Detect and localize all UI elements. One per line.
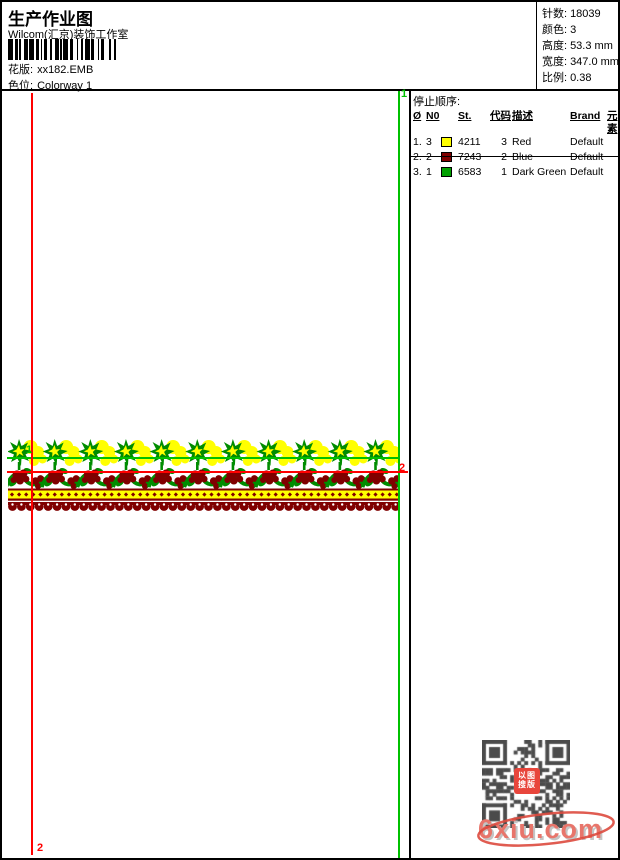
row-element — [607, 151, 618, 166]
row-seq: 2. — [413, 151, 422, 163]
stop-sequence-title: 停止顺序: — [413, 96, 461, 108]
qr-seal-text: 以图搜版 — [518, 771, 536, 789]
colors-label: 颜色: — [542, 24, 568, 36]
end-marker-bottom: 2 — [37, 842, 44, 854]
stitches-label: 针数: — [542, 8, 568, 20]
start-horizontal-guide — [7, 457, 400, 459]
table-bottom-rule — [409, 156, 618, 157]
row-n0: 1 — [426, 166, 432, 178]
row-st: 6583 — [458, 166, 482, 178]
row-code: 3 — [501, 136, 507, 148]
watermark-swoosh — [477, 811, 615, 847]
height-label: 高度: — [542, 40, 568, 52]
design-file-label: 花版: — [8, 64, 34, 76]
col-n0: N0 — [426, 110, 440, 122]
thread-color-swatch — [441, 136, 458, 151]
colors-value: 3 — [570, 24, 577, 36]
watermark: 6xiu.com — [472, 804, 618, 856]
thread-color-swatch — [441, 166, 458, 181]
scale-row: 比例: 0.38 — [542, 71, 618, 87]
barcode — [8, 39, 116, 60]
start-vertical-guide — [398, 91, 400, 858]
row-n0: 3 — [426, 136, 432, 148]
width-value: 347.0 mm — [570, 56, 619, 68]
end-marker-right: 2 — [399, 462, 406, 474]
col-code: 代码 — [490, 110, 511, 122]
col-element: 元素 — [607, 110, 618, 135]
table-row: 3. 1 6583 1 Dark Green Default — [411, 166, 618, 181]
colors-row: 颜色: 3 — [542, 23, 618, 39]
row-seq: 3. — [413, 166, 422, 178]
col-hash: Ø — [413, 110, 422, 122]
start-marker-left: 1 — [26, 444, 33, 456]
end-vertical-guide — [31, 93, 33, 855]
scale-label: 比例: — [542, 72, 568, 84]
col-st: St. — [458, 110, 472, 122]
qr-seal-logo: 以图搜版 — [514, 768, 540, 794]
row-brand: Default — [570, 136, 604, 148]
studio-name: Wilcom(汇京)装饰工作室 — [8, 29, 129, 41]
stop-sequence-header-row: Ø N0 St. 代码 描述 Brand 元素 — [411, 110, 618, 136]
row-seq: 1. — [413, 136, 422, 148]
stitches-row: 针数: 18039 — [542, 7, 618, 23]
width-label: 宽度: — [542, 56, 568, 68]
row-brand: Default — [570, 166, 604, 178]
embroidery-design-preview — [8, 438, 400, 512]
row-n0: 2 — [426, 151, 432, 163]
height-row: 高度: 53.3 mm — [542, 39, 618, 55]
col-brand: Brand — [570, 110, 601, 122]
design-summary: 针数: 18039 颜色: 3 高度: 53.3 mm 宽度: 347.0 mm 比例:… — [542, 7, 618, 87]
page-title: 生产作业图 — [8, 10, 93, 29]
table-row: 1. 3 4211 3 Red Default — [411, 136, 618, 151]
col-desc: 描述 — [512, 110, 533, 122]
design-file-value: xx182.EMB — [37, 64, 94, 76]
height-value: 53.3 mm — [570, 40, 613, 52]
row-desc: Red — [512, 136, 532, 148]
row-st: 7243 — [458, 151, 482, 163]
header-divider — [536, 2, 537, 89]
scale-value: 0.38 — [570, 72, 592, 84]
panel-divider-line — [409, 91, 411, 858]
stitches-value: 18039 — [570, 8, 601, 20]
row-element — [607, 136, 618, 151]
row-element — [607, 166, 618, 181]
row-st: 4211 — [458, 136, 481, 148]
width-row: 宽度: 347.0 mm — [542, 55, 618, 71]
thread-color-swatch — [441, 151, 458, 166]
design-file-field: 花版: xx182.EMB — [8, 61, 93, 77]
col-swatch — [441, 110, 458, 136]
table-row: 2. 2 7243 2 Blue Default — [411, 151, 618, 166]
header-bottom-rule — [2, 89, 618, 91]
end-horizontal-guide — [7, 471, 408, 473]
row-code: 1 — [501, 166, 507, 178]
row-desc: Dark Green — [512, 166, 567, 178]
start-marker-top: 1 — [401, 88, 408, 100]
stop-sequence-panel: 停止顺序: Ø N0 St. 代码 描述 Brand 元素 1. 3 4211 … — [411, 91, 618, 181]
row-code: 2 — [501, 151, 507, 163]
row-desc: Blue — [512, 151, 534, 163]
row-brand: Default — [570, 151, 604, 163]
